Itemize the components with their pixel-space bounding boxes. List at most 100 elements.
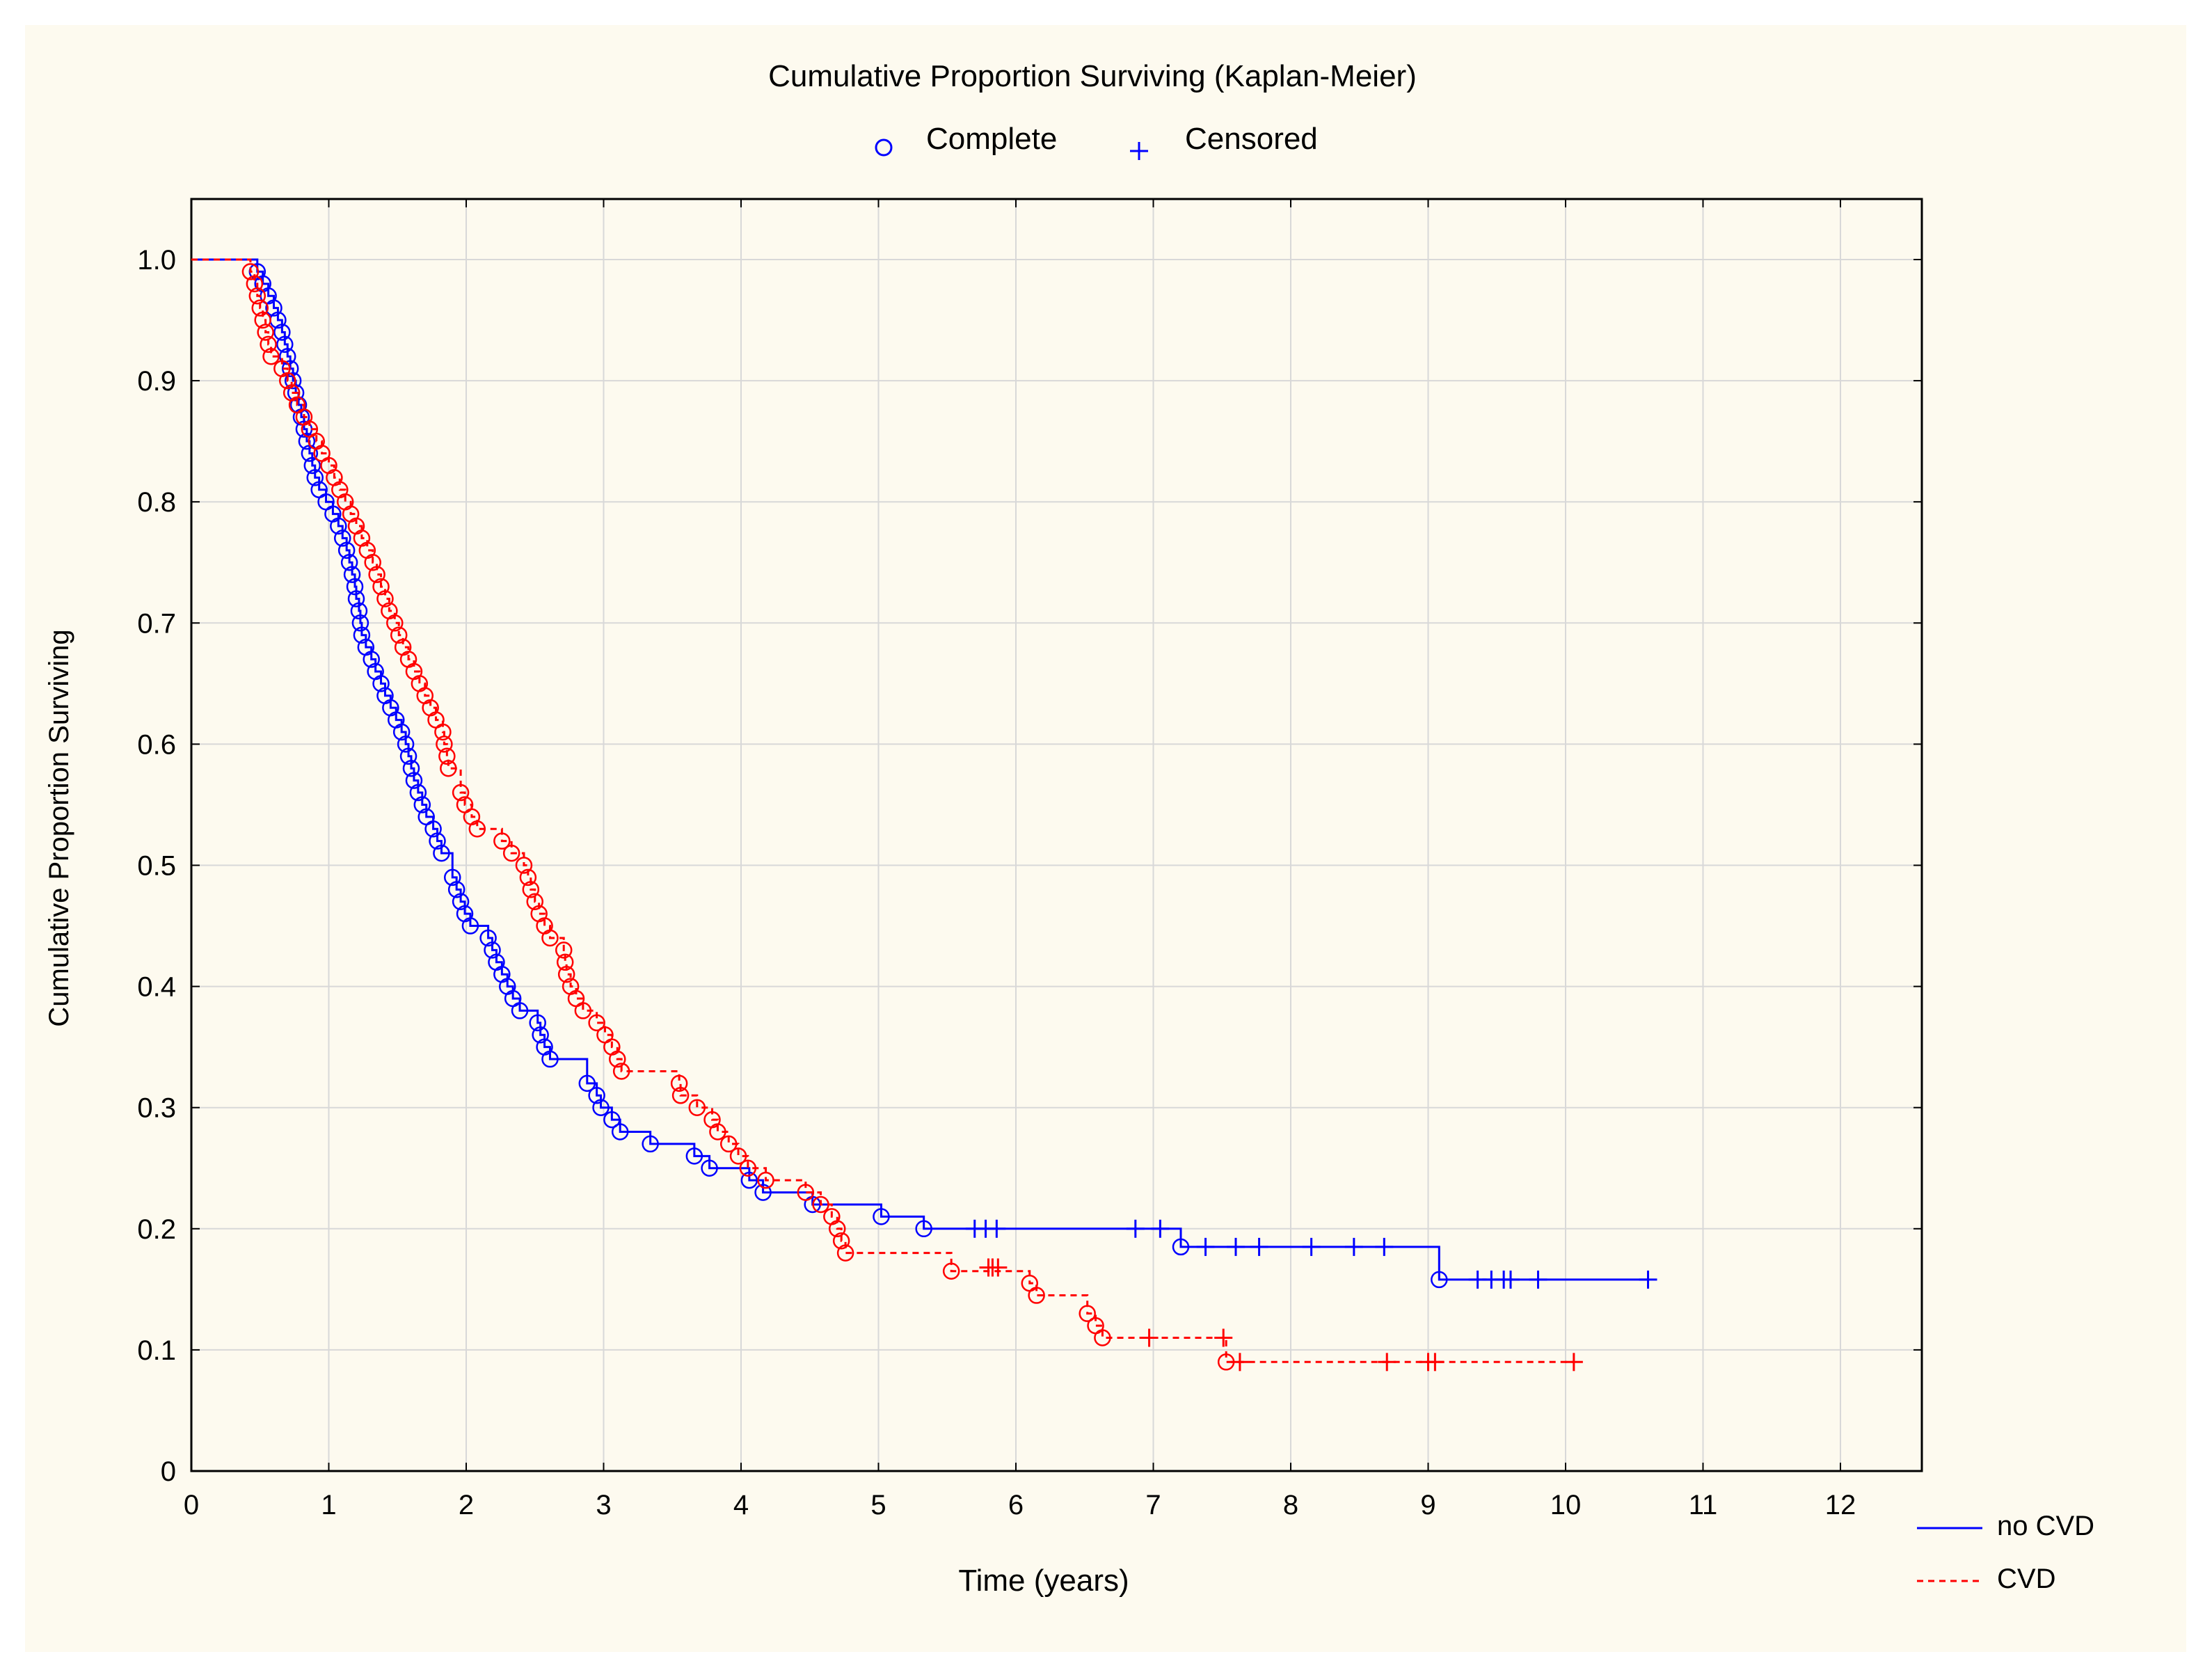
x-tick-label: 2 xyxy=(459,1490,474,1520)
complete-marker xyxy=(386,614,404,632)
complete-marker xyxy=(346,578,364,596)
y-tick-label: 0.3 xyxy=(137,1093,176,1124)
censored-marker xyxy=(1230,1353,1249,1372)
complete-marker xyxy=(709,1123,726,1140)
complete-marker xyxy=(276,335,294,353)
step-line-no-cvd xyxy=(191,258,1648,1281)
complete-marker xyxy=(493,832,511,850)
complete-marker xyxy=(515,857,533,874)
complete-marker xyxy=(836,1244,854,1262)
complete-marker xyxy=(588,1087,605,1104)
complete-marker xyxy=(251,299,269,317)
complete-marker xyxy=(337,541,356,559)
y-axis-label: Cumulative Proportion Surviving xyxy=(44,629,74,1026)
y-tick-label: 0.7 xyxy=(137,608,176,639)
complete-marker xyxy=(402,759,420,777)
y-tick-label: 0.1 xyxy=(137,1335,176,1366)
complete-marker xyxy=(265,299,283,317)
complete-marker xyxy=(376,590,394,607)
complete-marker xyxy=(873,1208,890,1225)
complete-marker xyxy=(701,1159,718,1177)
complete-marker xyxy=(719,1135,738,1153)
complete-marker xyxy=(578,1074,596,1092)
x-tick-label: 10 xyxy=(1550,1490,1582,1520)
complete-marker xyxy=(529,1014,546,1032)
complete-marker xyxy=(739,1159,757,1177)
y-tick-label: 0.2 xyxy=(137,1214,176,1245)
complete-marker xyxy=(1172,1238,1190,1256)
complete-marker xyxy=(372,675,390,692)
complete-marker xyxy=(588,1014,605,1032)
y-tick-label: 0.6 xyxy=(137,729,176,760)
complete-marker xyxy=(424,820,442,838)
complete-marker xyxy=(526,893,543,910)
x-tick-label: 4 xyxy=(733,1490,749,1520)
complete-marker xyxy=(257,324,274,341)
complete-marker xyxy=(688,1099,706,1116)
complete-marker xyxy=(273,324,291,341)
complete-marker xyxy=(812,1195,829,1214)
complete-marker xyxy=(340,554,358,571)
legend-censored-label: Censored xyxy=(1185,122,1318,156)
complete-marker xyxy=(440,759,457,777)
complete-marker xyxy=(642,1135,659,1153)
censored-marker xyxy=(1378,1353,1397,1372)
grid-layer xyxy=(191,199,1922,1471)
censored-marker xyxy=(1151,1219,1170,1238)
complete-marker xyxy=(351,614,369,632)
censored-marker xyxy=(1375,1237,1394,1256)
complete-marker xyxy=(368,566,385,583)
chart-frame: 0 1 2 3 4 5 6 7 8 9 10 11 12 0 0.1 0.2 0.3 0.4 0.5 0.6 0.7 0.… xyxy=(25,25,2186,1652)
complete-marker xyxy=(392,723,411,741)
censored-marker xyxy=(1639,1270,1657,1289)
y-tick-label: 0.4 xyxy=(137,972,176,1003)
complete-marker xyxy=(413,796,431,813)
complete-marker xyxy=(409,784,427,802)
legend-cvd-label: CVD xyxy=(1997,1564,2055,1594)
complete-marker xyxy=(557,965,575,983)
complete-marker xyxy=(246,275,264,293)
complete-marker xyxy=(429,832,446,850)
y-tick-label: 0.5 xyxy=(137,851,176,882)
x-tick-label: 6 xyxy=(1008,1490,1024,1520)
censored-marker xyxy=(1302,1237,1321,1256)
complete-marker xyxy=(511,1002,529,1019)
complete-marker xyxy=(452,784,470,802)
complete-marker xyxy=(452,893,470,910)
complete-marker xyxy=(1094,1329,1111,1346)
x-tick-label: 5 xyxy=(870,1490,886,1520)
complete-marker xyxy=(484,941,501,959)
complete-marker xyxy=(603,1111,621,1129)
x-axis-label: Time (years) xyxy=(958,1564,1129,1598)
legend-complete-marker xyxy=(875,138,893,157)
y-tick-label: 0 xyxy=(161,1456,176,1487)
x-tick-label: 7 xyxy=(1145,1490,1161,1520)
complete-marker xyxy=(330,517,347,535)
complete-marker xyxy=(479,929,497,947)
censored-marker xyxy=(1196,1237,1215,1256)
complete-marker xyxy=(241,263,260,280)
complete-marker xyxy=(279,372,296,390)
censored-marker xyxy=(1344,1237,1363,1256)
complete-marker xyxy=(522,881,540,898)
complete-marker xyxy=(797,1184,815,1201)
complete-marker xyxy=(670,1074,688,1092)
complete-marker xyxy=(942,1262,960,1280)
censored-marker xyxy=(1140,1328,1159,1347)
complete-marker xyxy=(399,747,417,765)
censored-marker xyxy=(1564,1353,1583,1372)
complete-marker xyxy=(609,1050,626,1068)
complete-marker xyxy=(287,384,305,402)
complete-marker xyxy=(461,917,479,935)
complete-marker xyxy=(434,723,452,741)
censored-marker xyxy=(1502,1270,1520,1289)
complete-marker xyxy=(306,469,324,486)
complete-marker xyxy=(444,868,461,887)
complete-marker xyxy=(611,1123,629,1140)
complete-marker xyxy=(262,348,280,365)
ticks-layer: 0 1 2 3 4 5 6 7 8 9 10 11 1200.10.20.30.40.50.60.70.… xyxy=(137,199,1922,1520)
complete-marker xyxy=(671,1087,690,1104)
complete-marker xyxy=(555,941,573,959)
complete-marker xyxy=(284,372,302,390)
censored-marker xyxy=(987,1219,1006,1238)
